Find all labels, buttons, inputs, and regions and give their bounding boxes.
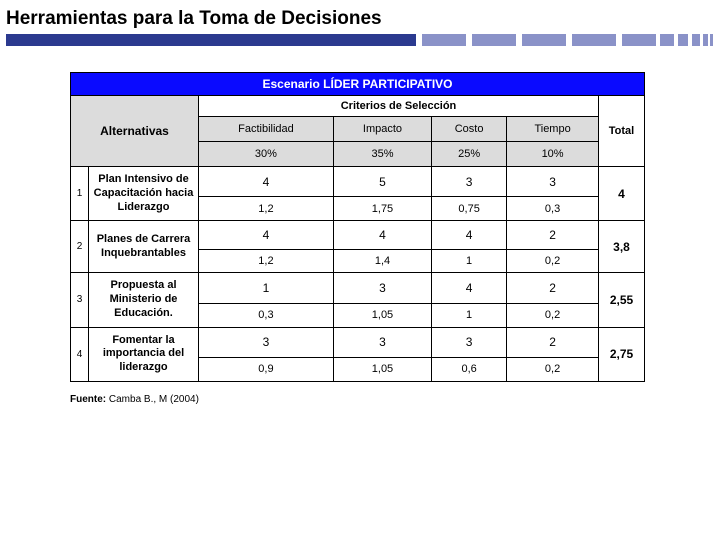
alternative-name: Plan Intensivo de Capacitación hacia Lid… <box>89 167 199 221</box>
weighted-value: 0,3 <box>199 303 334 327</box>
score-value: 2 <box>507 221 599 250</box>
weighted-value: 1,4 <box>333 250 431 273</box>
score-value: 4 <box>199 167 334 197</box>
score-value: 2 <box>507 327 599 357</box>
score-value: 5 <box>333 167 431 197</box>
score-value: 3 <box>333 327 431 357</box>
weighted-value: 0,2 <box>507 303 599 327</box>
alternative-name: Propuesta al Ministerio de Educación. <box>89 273 199 327</box>
score-value: 3 <box>432 167 507 197</box>
weighted-value: 1,05 <box>333 357 431 381</box>
alternative-name: Fomentar la importancia del liderazgo <box>89 327 199 381</box>
criterion-name: Factibilidad <box>199 117 334 142</box>
header-bar-segment <box>692 34 700 46</box>
score-value: 3 <box>199 327 334 357</box>
header-bar-segment <box>422 34 466 46</box>
criterion-name: Impacto <box>333 117 431 142</box>
table-row: 2Planes de Carrera Inquebrantables44423,… <box>71 221 645 250</box>
header-bar-segment <box>703 34 708 46</box>
row-index: 3 <box>71 273 89 327</box>
alternative-name: Planes de Carrera Inquebrantables <box>89 221 199 273</box>
criterion-weight: 10% <box>507 142 599 167</box>
weighted-value: 1,2 <box>199 197 334 221</box>
criterion-name: Costo <box>432 117 507 142</box>
table-row: 4Fomentar la importancia del liderazgo33… <box>71 327 645 357</box>
weighted-value: 0,6 <box>432 357 507 381</box>
header-bar-segment <box>572 34 616 46</box>
table-row: 1Plan Intensivo de Capacitación hacia Li… <box>71 167 645 197</box>
decision-matrix-table: Escenario LÍDER PARTICIPATIVOAlternativa… <box>70 72 645 382</box>
weighted-value: 0,75 <box>432 197 507 221</box>
source-label: Fuente: <box>70 394 106 405</box>
criterion-weight: 25% <box>432 142 507 167</box>
page-title: Herramientas para la Toma de Decisiones <box>0 0 720 34</box>
weighted-value: 1,05 <box>333 303 431 327</box>
row-total: 2,75 <box>599 327 645 381</box>
score-value: 3 <box>432 327 507 357</box>
source-text: Camba B., M (2004) <box>106 394 199 405</box>
score-value: 3 <box>507 167 599 197</box>
weighted-value: 0,9 <box>199 357 334 381</box>
row-total: 2,55 <box>599 273 645 327</box>
score-value: 4 <box>432 221 507 250</box>
row-index: 4 <box>71 327 89 381</box>
weighted-value: 0,2 <box>507 357 599 381</box>
row-index: 2 <box>71 221 89 273</box>
criteria-header-row: AlternativasCriterios de SelecciónTotal <box>71 96 645 117</box>
header-bar-segment <box>472 34 516 46</box>
score-value: 1 <box>199 273 334 303</box>
weighted-value: 1 <box>432 250 507 273</box>
header-bar-segment <box>660 34 674 46</box>
header-bar-segment <box>678 34 688 46</box>
source-citation: Fuente: Camba B., M (2004) <box>70 394 720 405</box>
header-bar-segment <box>622 34 656 46</box>
header-bar-solid <box>6 34 416 46</box>
scenario-row: Escenario LÍDER PARTICIPATIVO <box>71 73 645 96</box>
decorative-header-bar <box>6 34 714 52</box>
header-bar-segment <box>522 34 566 46</box>
row-total: 4 <box>599 167 645 221</box>
scenario-title: Escenario LÍDER PARTICIPATIVO <box>71 73 645 96</box>
weighted-value: 0,2 <box>507 250 599 273</box>
row-total: 3,8 <box>599 221 645 273</box>
criterion-weight: 30% <box>199 142 334 167</box>
table-row: 3Propuesta al Ministerio de Educación.13… <box>71 273 645 303</box>
criterion-weight: 35% <box>333 142 431 167</box>
score-value: 3 <box>333 273 431 303</box>
total-header: Total <box>599 96 645 167</box>
decision-table-container: Escenario LÍDER PARTICIPATIVOAlternativa… <box>70 72 645 382</box>
weighted-value: 1 <box>432 303 507 327</box>
row-index: 1 <box>71 167 89 221</box>
score-value: 2 <box>507 273 599 303</box>
score-value: 4 <box>199 221 334 250</box>
weighted-value: 1,2 <box>199 250 334 273</box>
criterion-name: Tiempo <box>507 117 599 142</box>
weighted-value: 1,75 <box>333 197 431 221</box>
score-value: 4 <box>333 221 431 250</box>
score-value: 4 <box>432 273 507 303</box>
criteria-group-header: Criterios de Selección <box>199 96 599 117</box>
alternativas-header: Alternativas <box>71 96 199 167</box>
header-bar-segment <box>710 34 713 46</box>
weighted-value: 0,3 <box>507 197 599 221</box>
